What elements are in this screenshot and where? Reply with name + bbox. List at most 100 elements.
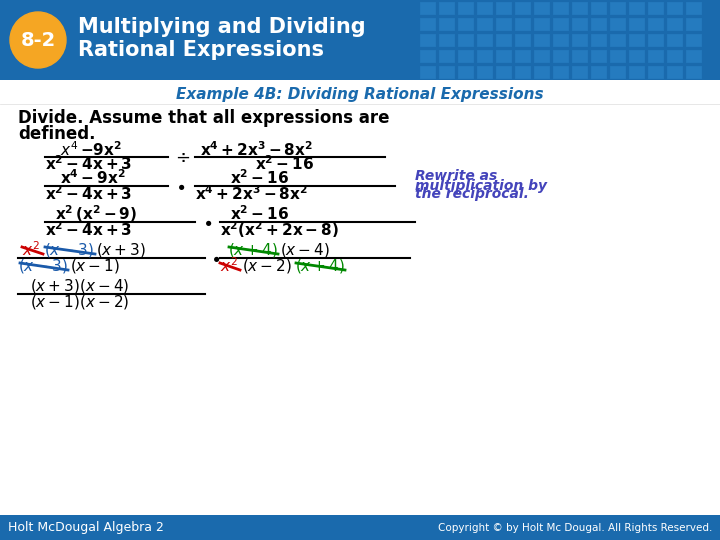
- Bar: [420, 18, 436, 31]
- Bar: [629, 18, 645, 31]
- Bar: [648, 34, 664, 47]
- Bar: [458, 34, 474, 47]
- Text: $(x - 4)$: $(x - 4)$: [280, 241, 330, 259]
- Bar: [496, 50, 512, 63]
- Bar: [534, 34, 550, 47]
- Text: the reciprocal.: the reciprocal.: [415, 187, 529, 201]
- Text: $\mathbf{- 9x^2}$: $\mathbf{- 9x^2}$: [80, 140, 122, 159]
- Bar: [420, 2, 436, 15]
- Text: $(x + 4)$: $(x + 4)$: [228, 241, 278, 259]
- Bar: [648, 2, 664, 15]
- Bar: [439, 34, 455, 47]
- Bar: [534, 2, 550, 15]
- Bar: [477, 50, 493, 63]
- Bar: [686, 34, 702, 47]
- Bar: [591, 66, 607, 79]
- Text: defined.: defined.: [18, 125, 96, 143]
- Bar: [648, 50, 664, 63]
- Bar: [686, 18, 702, 31]
- Bar: [0, 515, 720, 540]
- Bar: [610, 2, 626, 15]
- Text: $\mathbf{x^2(x^2 + 2x - 8)}$: $\mathbf{x^2(x^2 + 2x - 8)}$: [220, 220, 339, 240]
- Bar: [420, 50, 436, 63]
- Bar: [629, 66, 645, 79]
- Text: $\bullet$: $\bullet$: [202, 213, 212, 231]
- Text: Rewrite as: Rewrite as: [415, 169, 498, 183]
- Text: $(x + 3)(x - 4)$: $(x + 3)(x - 4)$: [30, 277, 130, 295]
- Bar: [534, 18, 550, 31]
- Bar: [667, 2, 683, 15]
- Bar: [477, 18, 493, 31]
- Text: $\mathbf{x^2 - 16}$: $\mathbf{x^2 - 16}$: [230, 168, 289, 187]
- Bar: [515, 66, 531, 79]
- Text: Holt McDougal Algebra 2: Holt McDougal Algebra 2: [8, 522, 164, 535]
- Bar: [553, 50, 569, 63]
- Text: $x^2$: $x^2$: [22, 241, 40, 259]
- Bar: [420, 34, 436, 47]
- Text: $x^2$: $x^2$: [220, 256, 238, 275]
- Bar: [477, 66, 493, 79]
- Bar: [572, 18, 588, 31]
- Bar: [591, 18, 607, 31]
- Bar: [591, 34, 607, 47]
- Text: $(x + 3)$: $(x + 3)$: [96, 241, 146, 259]
- Text: $\bullet$: $\bullet$: [210, 249, 220, 267]
- Text: $\mathbf{x^2 - 16}$: $\mathbf{x^2 - 16}$: [255, 154, 314, 173]
- Bar: [629, 2, 645, 15]
- Bar: [629, 34, 645, 47]
- Bar: [610, 66, 626, 79]
- Bar: [572, 66, 588, 79]
- Bar: [553, 66, 569, 79]
- Bar: [667, 34, 683, 47]
- Text: $(x - 3)$: $(x - 3)$: [18, 257, 68, 275]
- Text: Divide. Assume that all expressions are: Divide. Assume that all expressions are: [18, 109, 390, 127]
- Text: Multiplying and Dividing: Multiplying and Dividing: [78, 17, 366, 37]
- Text: Example 4B: Dividing Rational Expressions: Example 4B: Dividing Rational Expression…: [176, 86, 544, 102]
- Text: multiplication by: multiplication by: [415, 179, 547, 193]
- Bar: [458, 66, 474, 79]
- Bar: [553, 2, 569, 15]
- Bar: [458, 2, 474, 15]
- Text: $x^4$: $x^4$: [60, 140, 78, 159]
- Bar: [496, 18, 512, 31]
- Bar: [572, 2, 588, 15]
- Text: $(x - 1)$: $(x - 1)$: [70, 257, 120, 275]
- Bar: [572, 34, 588, 47]
- Bar: [610, 18, 626, 31]
- Bar: [591, 50, 607, 63]
- Bar: [439, 2, 455, 15]
- Text: Rational Expressions: Rational Expressions: [78, 40, 324, 60]
- Text: $\bullet$: $\bullet$: [175, 177, 185, 195]
- Bar: [572, 50, 588, 63]
- Bar: [667, 66, 683, 79]
- Bar: [439, 50, 455, 63]
- Bar: [515, 2, 531, 15]
- Bar: [610, 50, 626, 63]
- Bar: [515, 50, 531, 63]
- Text: $\mathbf{x^2 - 16}$: $\mathbf{x^2 - 16}$: [230, 205, 289, 224]
- Bar: [553, 18, 569, 31]
- Bar: [458, 50, 474, 63]
- Bar: [439, 66, 455, 79]
- Bar: [667, 50, 683, 63]
- Text: $\mathbf{x^2 - 4x + 3}$: $\mathbf{x^2 - 4x + 3}$: [45, 185, 132, 204]
- Bar: [496, 34, 512, 47]
- Bar: [591, 2, 607, 15]
- Bar: [610, 34, 626, 47]
- Text: $\mathbf{x^2\,(x^2 - 9)}$: $\mathbf{x^2\,(x^2 - 9)}$: [55, 204, 137, 224]
- Bar: [496, 66, 512, 79]
- Text: $(x - 1)(x - 2)$: $(x - 1)(x - 2)$: [30, 293, 130, 311]
- Text: $\mathbf{x^4 + 2x^3 - 8x^2}$: $\mathbf{x^4 + 2x^3 - 8x^2}$: [200, 140, 313, 159]
- Text: $\mathbf{x^4 - 9x^2}$: $\mathbf{x^4 - 9x^2}$: [60, 168, 126, 187]
- Text: Copyright © by Holt Mc Dougal. All Rights Reserved.: Copyright © by Holt Mc Dougal. All Right…: [438, 523, 712, 533]
- Bar: [686, 66, 702, 79]
- Bar: [496, 2, 512, 15]
- Text: $\mathbf{x^2 - 4x + 3}$: $\mathbf{x^2 - 4x + 3}$: [45, 154, 132, 173]
- Text: $\mathbf{x^2 - 4x + 3}$: $\mathbf{x^2 - 4x + 3}$: [45, 221, 132, 239]
- Bar: [420, 66, 436, 79]
- Bar: [0, 0, 720, 80]
- Bar: [686, 2, 702, 15]
- Circle shape: [10, 12, 66, 68]
- Bar: [686, 50, 702, 63]
- Bar: [458, 18, 474, 31]
